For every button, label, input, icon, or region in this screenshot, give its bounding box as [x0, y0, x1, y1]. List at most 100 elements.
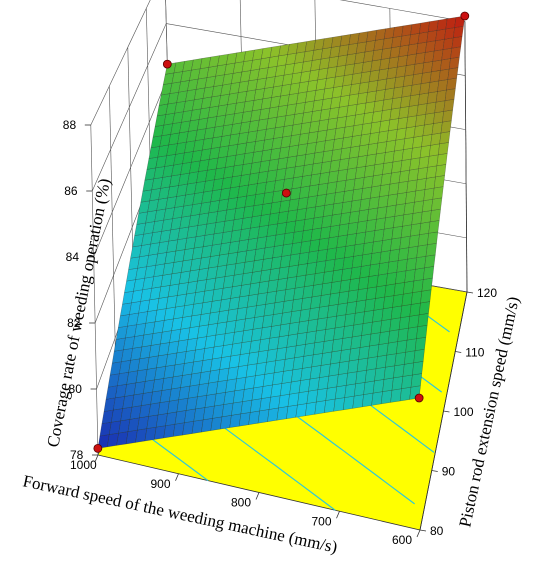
surface-cell [390, 388, 402, 403]
surface-cell [435, 164, 447, 178]
surface-cell [322, 339, 334, 354]
surface-cell [426, 165, 438, 179]
surface-cell [338, 360, 350, 375]
surface-cell [423, 266, 435, 280]
x-tick-mark [175, 473, 179, 481]
surface-cell [397, 180, 409, 195]
surface-cell [408, 94, 420, 107]
surface-cell [403, 280, 415, 295]
surface-cell [328, 292, 340, 307]
surface-cell [414, 189, 426, 203]
surface-cell [414, 52, 426, 65]
surface-cell [403, 201, 415, 216]
surface-cell [358, 345, 370, 360]
surface-cell [333, 397, 345, 412]
surface-cell [410, 223, 422, 237]
surface-cell [342, 395, 355, 411]
surface-cell [382, 295, 395, 310]
surface-cell [361, 321, 373, 336]
surface-cell [429, 70, 441, 83]
surface-cell [427, 154, 439, 168]
surface-cell [422, 198, 434, 213]
surface-cell [331, 269, 344, 283]
surface-cell [425, 40, 436, 53]
surface-cell [424, 176, 436, 190]
surface-cell [406, 179, 418, 193]
surface-cell [410, 22, 422, 35]
surface-cell [356, 287, 368, 302]
z-axis-title: Coverage rate of weeding operation (%) [43, 177, 114, 449]
surface-cell [416, 103, 428, 116]
surface-cell [350, 335, 362, 350]
surface-cell [334, 385, 347, 400]
surface-cell [420, 289, 432, 304]
surface-cell [409, 157, 421, 171]
x-tick-mark [416, 529, 421, 538]
surface-cell [415, 255, 427, 270]
z-tick-label: 80 [69, 382, 83, 396]
left-wall-gridline [93, 77, 168, 258]
surface-cell [392, 86, 404, 99]
surface-cell [348, 347, 361, 362]
x-tick-label: 1000 [70, 458, 97, 472]
surface-cell [365, 286, 378, 301]
surface [97, 15, 466, 449]
surface-cell [401, 84, 413, 98]
surface-cell [417, 31, 429, 44]
surface-cell [453, 25, 464, 39]
surface-cell [390, 305, 403, 320]
surface-cell [407, 104, 419, 118]
surface-cell [427, 19, 439, 33]
surface-cell [416, 324, 428, 339]
surface-cell [411, 211, 423, 225]
surface-cell [393, 214, 405, 228]
surface-cell [358, 276, 370, 290]
left-wall-gridline [90, 124, 99, 456]
surface-cell [359, 333, 372, 348]
z-tick-label: 88 [63, 118, 77, 132]
surface-cell [347, 289, 359, 304]
surface-cell [434, 100, 446, 114]
x-tick-mark [336, 511, 340, 519]
z-tick-label: 84 [66, 250, 80, 264]
surface-cell [397, 247, 410, 261]
surface-cell [399, 386, 412, 402]
surface-cell [381, 307, 393, 321]
z-tick-label: 82 [67, 316, 81, 330]
surface-cell [409, 302, 421, 317]
surface-cell [384, 283, 396, 298]
surface-cell [436, 18, 448, 31]
surface-cell [407, 245, 419, 260]
surface-cell [406, 115, 418, 129]
tick-labels: 78 80 82 84 86 88 1000 900 800 700 600 80 90 100 110 12… [63, 118, 498, 547]
surface-cell [367, 344, 380, 359]
surface-cell [430, 132, 442, 146]
surface-cell [402, 362, 414, 377]
z-tick-label: 86 [64, 184, 78, 198]
surface-cell [347, 359, 359, 374]
surface-cell [421, 134, 433, 147]
surface-cell [391, 225, 403, 240]
surface-cell [342, 256, 354, 270]
x-tick-mark [255, 492, 260, 500]
surface-cell [404, 269, 416, 283]
surface-cell [405, 190, 417, 204]
surface-cell [388, 182, 400, 196]
left-wall-gridline [91, 23, 167, 192]
design-points [93, 11, 470, 453]
surface-cell [380, 318, 392, 333]
surface-cell [433, 39, 445, 52]
surface-cell [427, 231, 439, 245]
surface-cell [438, 142, 449, 156]
surface-cell [420, 71, 432, 84]
surface-cell [379, 250, 391, 264]
surface-cell [400, 304, 412, 318]
surface-cell [391, 160, 403, 174]
design-point [93, 443, 103, 453]
design-point [281, 188, 291, 198]
surface-cell [442, 109, 453, 123]
surface-cell [377, 342, 389, 357]
y-tick-mark [419, 529, 427, 532]
surface-cell [356, 357, 369, 372]
surface-cell [428, 80, 440, 94]
